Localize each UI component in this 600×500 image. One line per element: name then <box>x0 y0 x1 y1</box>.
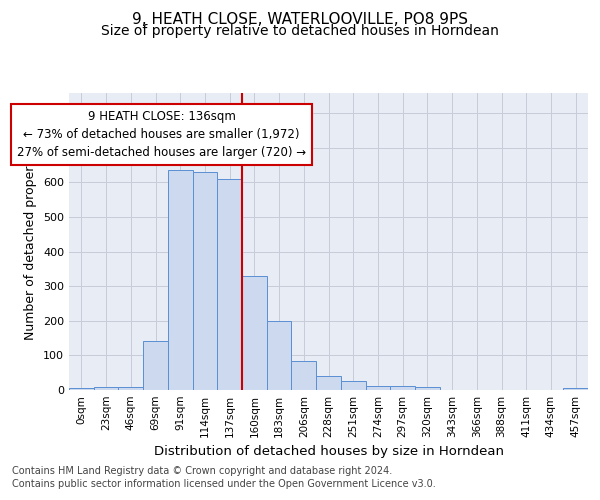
X-axis label: Distribution of detached houses by size in Horndean: Distribution of detached houses by size … <box>154 446 503 458</box>
Bar <box>415 386 440 390</box>
Bar <box>267 321 292 390</box>
Bar <box>563 388 588 390</box>
Y-axis label: Number of detached properties: Number of detached properties <box>25 143 37 340</box>
Text: 9, HEATH CLOSE, WATERLOOVILLE, PO8 9PS: 9, HEATH CLOSE, WATERLOOVILLE, PO8 9PS <box>132 12 468 28</box>
Bar <box>217 179 242 390</box>
Bar <box>69 388 94 390</box>
Bar <box>168 170 193 390</box>
Text: Contains HM Land Registry data © Crown copyright and database right 2024.: Contains HM Land Registry data © Crown c… <box>12 466 392 476</box>
Bar <box>94 386 118 390</box>
Bar <box>242 276 267 390</box>
Bar <box>316 376 341 390</box>
Bar <box>118 386 143 390</box>
Bar <box>143 340 168 390</box>
Text: Size of property relative to detached houses in Horndean: Size of property relative to detached ho… <box>101 24 499 38</box>
Bar <box>193 172 217 390</box>
Bar <box>341 382 365 390</box>
Text: Contains public sector information licensed under the Open Government Licence v3: Contains public sector information licen… <box>12 479 436 489</box>
Text: 9 HEATH CLOSE: 136sqm
← 73% of detached houses are smaller (1,972)
27% of semi-d: 9 HEATH CLOSE: 136sqm ← 73% of detached … <box>17 110 306 159</box>
Bar <box>292 360 316 390</box>
Bar <box>390 386 415 390</box>
Bar <box>365 386 390 390</box>
